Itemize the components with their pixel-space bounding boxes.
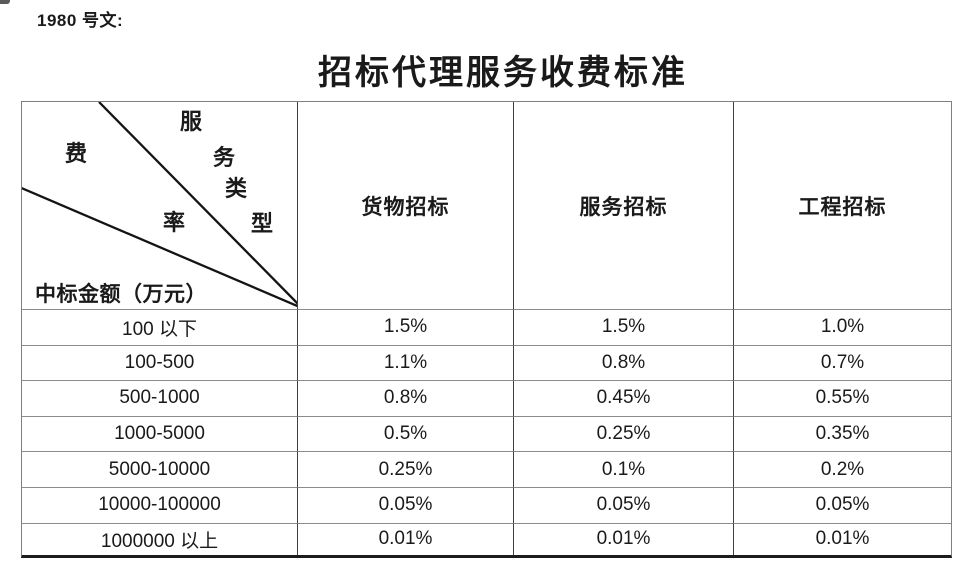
fee-cell: 0.8% — [514, 345, 734, 382]
corner-label-service-char: 务 — [212, 145, 236, 170]
fee-cell: 0.5% — [298, 416, 514, 453]
fee-cell: 0.25% — [514, 416, 734, 453]
fee-cell: 0.8% — [298, 381, 514, 417]
fee-cell: 1.1% — [298, 345, 514, 382]
fee-cell: 0.05% — [514, 487, 734, 524]
screen-edge-artifact — [0, 0, 10, 4]
fee-cell: 0.55% — [734, 381, 951, 417]
fee-cell: 0.05% — [734, 488, 951, 524]
row-label: 1000-5000 — [22, 416, 298, 453]
row-label: 500-1000 — [22, 381, 298, 417]
fee-cell: 0.01% — [514, 523, 734, 555]
fee-cell: 0.25% — [298, 452, 514, 488]
fee-cell: 0.1% — [514, 452, 734, 488]
fee-cell: 0.35% — [734, 417, 951, 453]
fee-cell: 1.0% — [734, 310, 951, 346]
row-label: 100 以下 — [22, 310, 298, 346]
fee-cell: 1.5% — [298, 310, 514, 346]
fee-cell: 1.5% — [514, 310, 734, 346]
row-label: 100-500 — [22, 345, 298, 382]
row-label: 1000000 以上 — [22, 523, 298, 555]
corner-label-fee-char: 费 — [64, 141, 88, 166]
page-title: 招标代理服务收费标准 — [318, 55, 688, 92]
column-header-goods: 货物招标 — [298, 102, 514, 310]
corner-label-service-char: 型 — [250, 211, 274, 236]
fee-cell: 0.01% — [815, 528, 870, 550]
doc-reference-number: 1980 号文: — [37, 11, 124, 30]
fee-standard-table: 费 服 务 类 率 型 中标金额（万元） 货物招标 服务招标 工程招标 100 … — [21, 101, 952, 558]
column-header-works: 工程招标 — [734, 102, 951, 310]
fee-cell: 0.7% — [734, 346, 951, 382]
row-label: 5000-10000 — [22, 452, 298, 488]
corner-label-service-char: 服 — [179, 109, 203, 134]
diagonal-split-lines — [22, 102, 297, 308]
corner-label-service-char: 类 — [224, 176, 248, 201]
fee-cell: 0.45% — [514, 381, 734, 417]
corner-label-fee-char: 率 — [162, 210, 186, 235]
row-label: 10000-100000 — [22, 487, 298, 524]
fee-cell: 0.2% — [734, 452, 951, 488]
diagonal-header-cell: 费 服 务 类 率 型 中标金额（万元） — [22, 102, 298, 310]
fee-cell: 0.05% — [298, 487, 514, 524]
corner-label-amount: 中标金额（万元） — [35, 282, 207, 306]
column-header-services: 服务招标 — [514, 102, 734, 310]
fee-cell: 0.01% — [298, 523, 514, 555]
